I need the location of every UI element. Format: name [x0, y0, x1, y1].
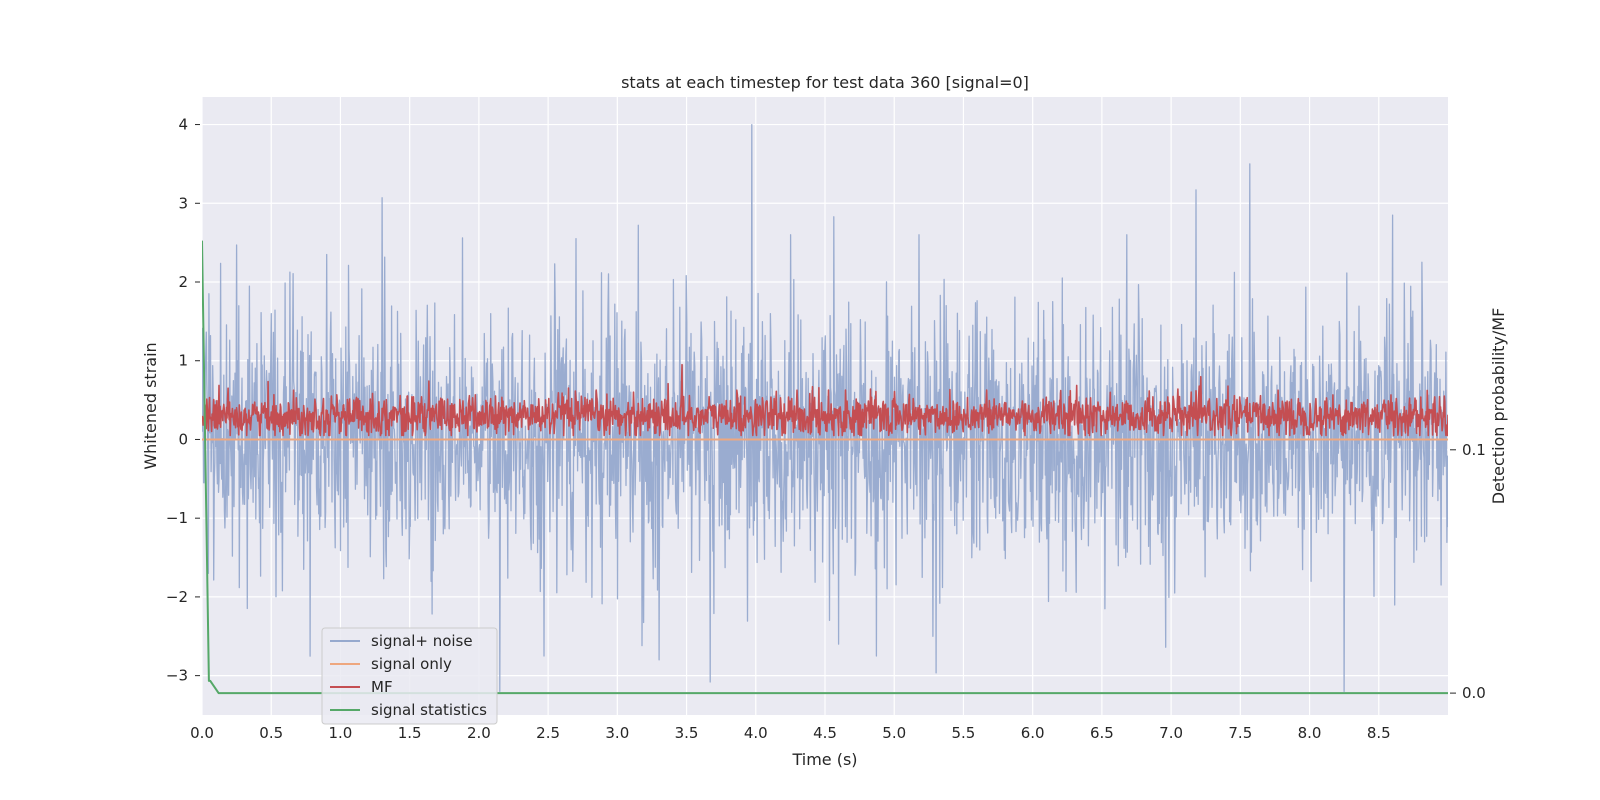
y-tick-label: 2: [178, 273, 188, 291]
x-tick-label: 4.5: [813, 724, 837, 742]
legend: signal+ noise signal only MF signal stat…: [321, 627, 498, 725]
x-tick-label: 0.0: [190, 724, 214, 742]
legend-label-mf: MF: [371, 678, 393, 696]
y-axis-title: Whitened strain: [141, 342, 160, 469]
legend-label-signal-only: signal only: [371, 655, 452, 673]
x-tick-label: 5.0: [882, 724, 906, 742]
x-tick-label: 6.5: [1090, 724, 1114, 742]
x-tick-label: 2.0: [467, 724, 491, 742]
y-tick-label: −2: [166, 588, 188, 606]
y-tick-label: 0: [178, 430, 188, 448]
x-tick-label: 8.5: [1367, 724, 1391, 742]
x-tick-label: 5.5: [952, 724, 976, 742]
x-tick-label: 6.0: [1021, 724, 1045, 742]
x-tick-label: 3.5: [675, 724, 699, 742]
y-tick-label: 1: [178, 352, 188, 370]
x-tick-label: 1.0: [329, 724, 353, 742]
y-axis-ticks: −3 −2 −1 0 1 2 3 4: [166, 116, 200, 685]
x-tick-label: 7.0: [1159, 724, 1183, 742]
series-signal-statistics-line: [202, 240, 1448, 695]
x-tick-label: 8.0: [1298, 724, 1322, 742]
legend-label-signal-noise: signal+ noise: [371, 632, 473, 650]
y2-tick-label: 0.1: [1462, 441, 1486, 459]
legend-box: [321, 627, 498, 725]
x-tick-label: 1.5: [398, 724, 422, 742]
legend-label-signal-statistics: signal statistics: [371, 701, 487, 719]
chart-title: stats at each timestep for test data 360…: [621, 73, 1029, 92]
series-signal-noise-line: [202, 123, 1448, 693]
y-tick-label: −3: [166, 667, 188, 685]
y2-tick-label: 0.0: [1462, 684, 1486, 702]
y-tick-label: −1: [166, 509, 188, 527]
x-tick-label: 3.0: [605, 724, 629, 742]
x-axis-ticks: 0.0 0.5 1.0 1.5 2.0 2.5 3.0 3.5 4.0 4.5 5.0 5.5 6.0 6…: [190, 724, 1391, 742]
series-layer: [202, 123, 1448, 695]
y2-axis-title: Detection probability/MF: [1489, 308, 1508, 505]
x-tick-label: 4.0: [744, 724, 768, 742]
x-tick-label: 2.5: [536, 724, 560, 742]
x-tick-label: 0.5: [259, 724, 283, 742]
series-mf-line: [202, 363, 1448, 437]
x-axis-title: Time (s): [791, 750, 857, 769]
x-tick-label: 7.5: [1228, 724, 1252, 742]
y2-axis-ticks: 0.0 0.1: [1450, 441, 1486, 702]
y-tick-label: 3: [178, 194, 188, 212]
y-tick-label: 4: [178, 116, 188, 134]
